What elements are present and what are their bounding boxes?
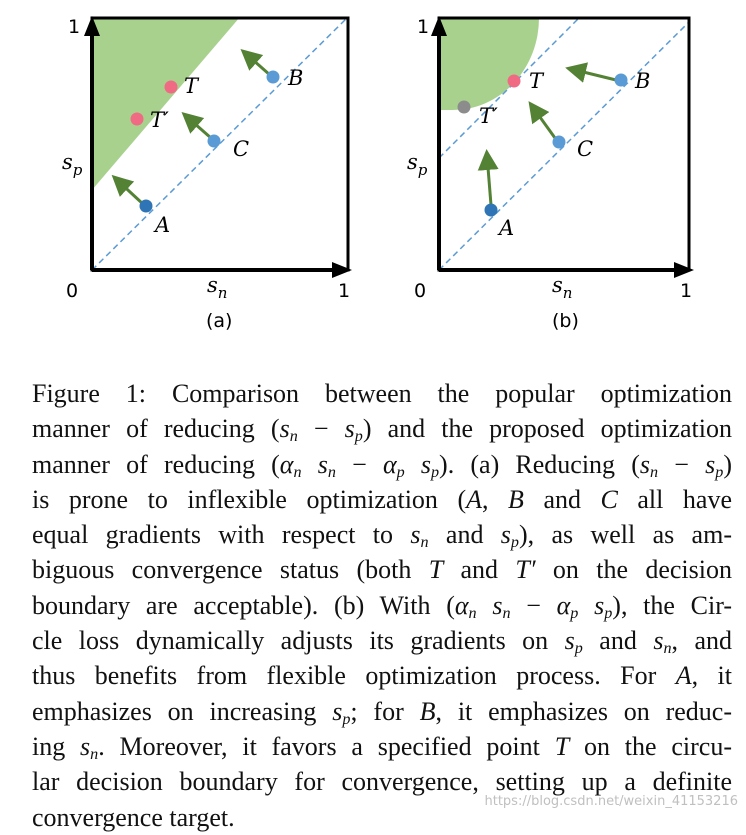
caption-line: cle loss dynamically adjusts its gradien…: [32, 626, 733, 658]
panel-a: A C B T T′ 1 0 1 sp sn (a): [62, 16, 352, 332]
panel-a-arrow-B: [240, 49, 271, 77]
panel-b-y-label: sp: [407, 150, 428, 179]
panel-b-point-C: [552, 135, 566, 149]
panel-a-point-C: [207, 134, 221, 148]
panel-a-label-B: B: [287, 66, 303, 90]
panel-a-arrow-A: [111, 174, 145, 206]
panel-a-x-label: sn: [207, 273, 227, 302]
caption-line: equal gradients with respect to sn and s…: [32, 520, 732, 552]
panel-b-origin: 0: [414, 280, 426, 302]
panel-b-point-A: [484, 203, 498, 217]
panel-a-point-T: [164, 80, 178, 94]
caption-line: manner of reducing (αn sn − αp sp). (a) …: [32, 449, 732, 481]
caption-line: manner of reducing (sn − sp) and the pro…: [32, 414, 732, 446]
panel-b-point-T: [507, 74, 521, 88]
panel-a-x-axis-arrowhead: [332, 262, 352, 278]
panel-b-dashed-line-lower: [439, 21, 689, 270]
panel-b-dashed-line-upper: [439, 18, 581, 159]
panel-a-y-tick-1: 1: [68, 16, 80, 38]
panel-b-label-B: B: [634, 69, 650, 93]
panel-a-point-T-prime: [130, 112, 144, 126]
panel-a-arrow-C: [181, 112, 212, 140]
panel-b-arrow-A: [477, 149, 499, 206]
panel-b-label-A: A: [497, 216, 514, 240]
panel-b-label-C: C: [577, 137, 593, 161]
panel-b-y-tick-1: 1: [417, 16, 429, 38]
panel-b-x-label: sn: [552, 273, 572, 302]
panel-b: A C B T T′ 1 0 1 sp sn (b): [407, 16, 694, 332]
panel-b-label-T-prime: T′: [479, 104, 498, 128]
caption-line: ing sn. Moreover, it favors a specified …: [32, 731, 732, 763]
panel-b-x-tick-1: 1: [680, 280, 692, 302]
watermark: https://blog.csdn.net/weixin_41153216: [484, 794, 738, 809]
caption-line: emphasizes on increasing sp; for B, it e…: [32, 696, 733, 728]
panel-b-caption: (b): [552, 310, 579, 332]
panel-a-origin: 0: [66, 280, 78, 302]
caption-line: biguous convergence status (both T and T…: [32, 555, 732, 585]
panel-a-label-A: A: [153, 213, 170, 237]
figure-1-diagram: A C B T T′ 1 0 1 sp sn (a): [62, 16, 694, 332]
panel-a-point-B: [266, 70, 280, 84]
panel-b-label-T: T: [529, 69, 545, 93]
panel-a-x-tick-1: 1: [338, 280, 350, 302]
panel-b-point-T-prime: [457, 100, 471, 114]
panel-a-y-label: sp: [62, 150, 83, 179]
caption-line: boundary are acceptable). (b) With (αn s…: [32, 590, 733, 622]
panel-a-y-axis-arrowhead: [84, 16, 100, 36]
panel-a-label-C: C: [233, 137, 249, 161]
panel-b-y-axis-arrowhead: [431, 16, 447, 36]
caption-line: thus benefits from flexible optimization…: [32, 661, 732, 691]
panel-a-caption: (a): [206, 310, 232, 332]
caption-line: is prone to inflexible optimization (A, …: [32, 484, 732, 514]
figure-caption: Figure 1: Comparison between the popular…: [32, 376, 732, 835]
caption-line: Figure 1: Comparison between the popular…: [32, 379, 732, 408]
panel-a-point-A: [139, 199, 153, 213]
panel-a-label-T: T: [184, 74, 200, 98]
panel-b-x-axis-arrowhead: [674, 262, 694, 278]
panel-a-label-T-prime: T′: [150, 108, 169, 132]
panel-b-decision-region: [439, 18, 539, 111]
panel-b-arrow-C: [528, 101, 557, 139]
panel-a-decision-region: [92, 18, 240, 190]
panel-b-point-B: [614, 73, 628, 87]
caption-line: lar decision boundary for convergence, s…: [32, 767, 732, 797]
panel-b-arrow-B: [565, 62, 617, 83]
caption-line: convergence target.: [32, 802, 235, 832]
